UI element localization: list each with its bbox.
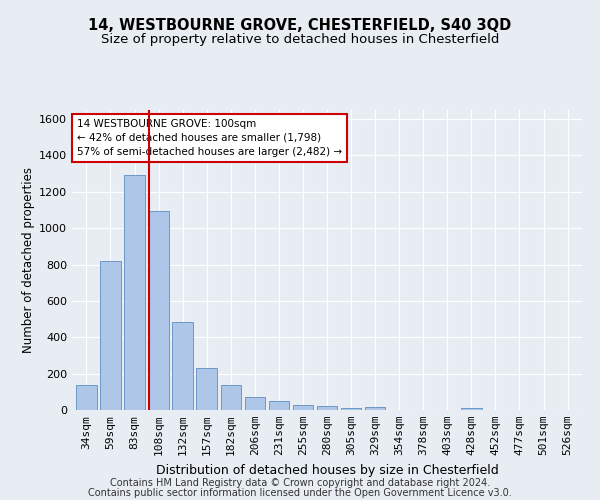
- Bar: [341, 408, 361, 410]
- Bar: [124, 176, 145, 410]
- Bar: [172, 322, 193, 410]
- Text: 14, WESTBOURNE GROVE, CHESTERFIELD, S40 3QD: 14, WESTBOURNE GROVE, CHESTERFIELD, S40 …: [88, 18, 512, 32]
- Bar: [365, 408, 385, 410]
- Bar: [317, 406, 337, 410]
- Bar: [221, 386, 241, 410]
- Text: Contains HM Land Registry data © Crown copyright and database right 2024.: Contains HM Land Registry data © Crown c…: [110, 478, 490, 488]
- Bar: [76, 384, 97, 410]
- Y-axis label: Number of detached properties: Number of detached properties: [22, 167, 35, 353]
- Bar: [148, 211, 169, 410]
- Text: Contains public sector information licensed under the Open Government Licence v3: Contains public sector information licen…: [88, 488, 512, 498]
- Bar: [461, 408, 482, 410]
- X-axis label: Distribution of detached houses by size in Chesterfield: Distribution of detached houses by size …: [155, 464, 499, 476]
- Bar: [269, 402, 289, 410]
- Bar: [100, 261, 121, 410]
- Bar: [196, 368, 217, 410]
- Text: 14 WESTBOURNE GROVE: 100sqm
← 42% of detached houses are smaller (1,798)
57% of : 14 WESTBOURNE GROVE: 100sqm ← 42% of det…: [77, 119, 342, 157]
- Bar: [245, 398, 265, 410]
- Bar: [293, 404, 313, 410]
- Text: Size of property relative to detached houses in Chesterfield: Size of property relative to detached ho…: [101, 32, 499, 46]
